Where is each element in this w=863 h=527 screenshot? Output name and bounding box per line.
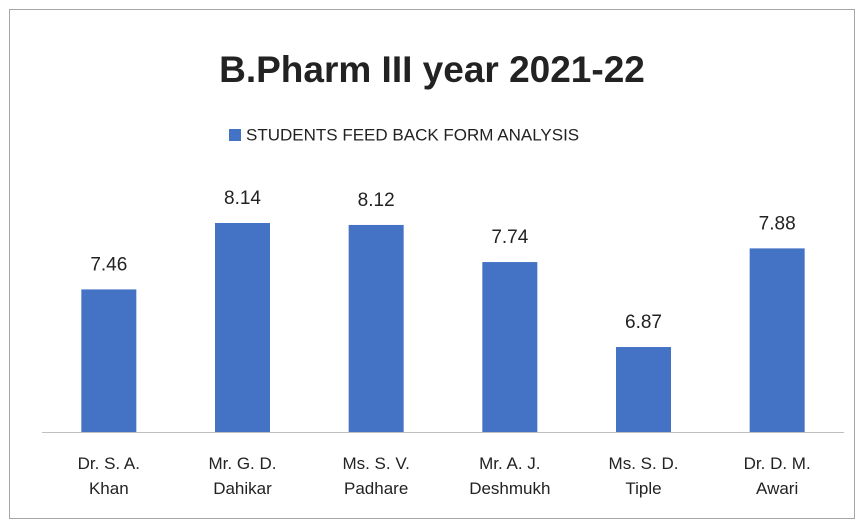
value-label: 7.46	[90, 254, 127, 275]
bar	[616, 347, 671, 432]
legend-swatch	[229, 129, 241, 141]
value-label: 8.12	[358, 190, 395, 211]
bar	[348, 224, 404, 432]
value-label: 7.74	[491, 227, 528, 248]
x-tick-label: Ms. S. V. Padhare	[342, 454, 410, 498]
bar	[749, 248, 805, 432]
chart-title: B.Pharm III year 2021-22	[219, 49, 645, 90]
value-label: 8.14	[224, 188, 261, 209]
bar	[482, 262, 538, 432]
x-tick-label: Mr. G. D. Dahikar	[208, 454, 277, 498]
bar	[81, 289, 137, 432]
legend-label: STUDENTS FEED BACK FORM ANALYSIS	[246, 125, 579, 144]
value-label: 7.88	[759, 213, 796, 234]
x-tick-label: Dr. D. M. Awari	[743, 454, 811, 498]
x-tick-label: Dr. S. A. Khan	[77, 454, 140, 498]
bar	[215, 222, 270, 432]
x-tick-label: Mr. A. J. Deshmukh	[469, 454, 551, 498]
chart-border	[9, 9, 855, 519]
value-label: 6.87	[625, 312, 662, 333]
x-tick-label: Ms. S. D. Tiple	[608, 454, 679, 498]
